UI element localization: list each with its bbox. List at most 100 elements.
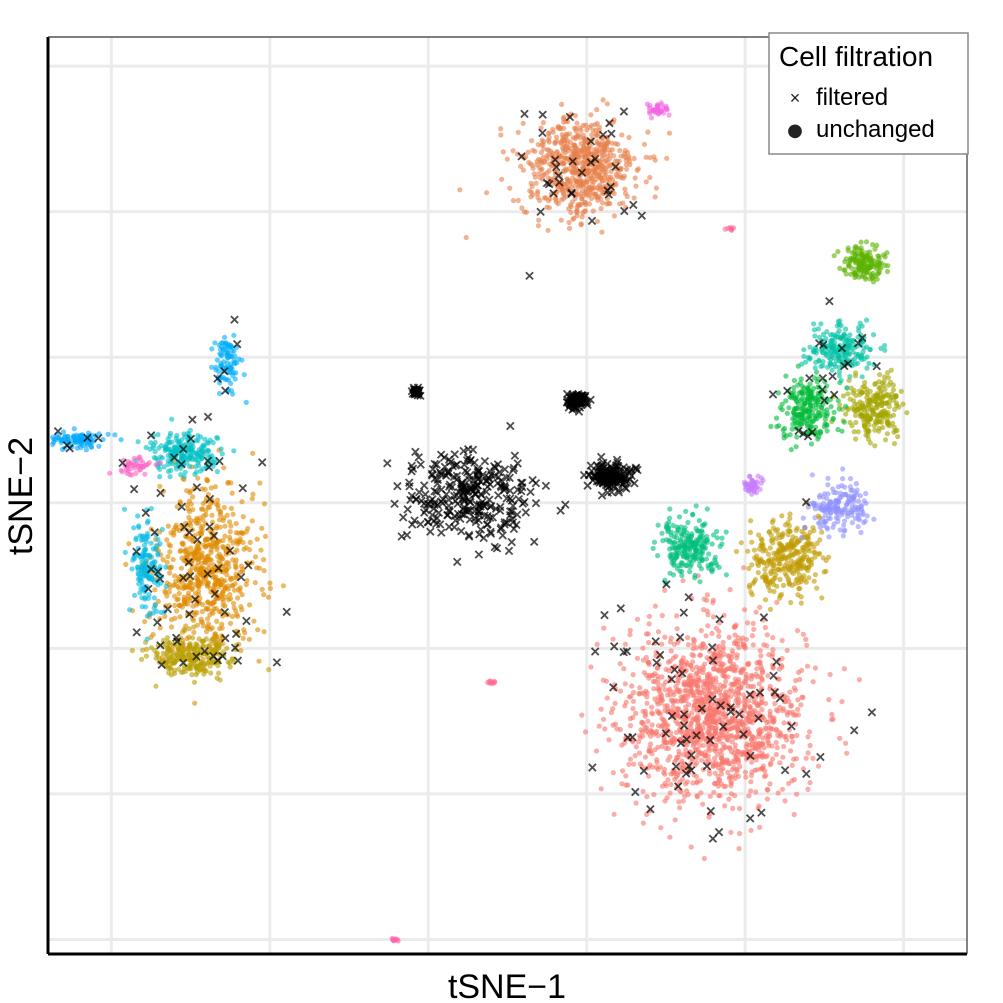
point-unchanged <box>697 692 703 698</box>
point-unchanged <box>259 525 265 531</box>
point-unchanged <box>722 711 729 717</box>
point-unchanged <box>702 698 708 705</box>
point-unchanged <box>222 523 228 529</box>
point-unchanged <box>570 135 576 141</box>
point-unchanged <box>875 262 881 268</box>
point-unchanged <box>267 580 273 586</box>
point-unchanged <box>815 763 822 769</box>
point-unchanged <box>859 507 865 513</box>
point-unchanged <box>231 448 237 454</box>
point-unchanged <box>734 652 740 658</box>
point-unchanged <box>817 519 823 526</box>
point-unchanged <box>847 484 853 490</box>
point-unchanged <box>787 581 793 587</box>
point-unchanged <box>773 528 779 534</box>
point-unchanged <box>754 666 760 672</box>
point-unchanged <box>774 583 780 589</box>
point-unchanged <box>230 370 237 376</box>
point-unchanged <box>199 638 205 645</box>
point-unchanged <box>686 702 692 708</box>
point-unchanged <box>758 753 764 759</box>
point-unchanged <box>870 332 877 338</box>
point-unchanged <box>684 742 690 748</box>
point-unchanged <box>675 721 681 727</box>
point-unchanged <box>655 553 661 559</box>
point-unchanged <box>167 549 173 555</box>
point-unchanged <box>157 474 163 480</box>
point-unchanged <box>758 653 764 659</box>
point-unchanged <box>687 569 693 575</box>
point-unchanged <box>622 641 629 647</box>
point-unchanged <box>789 538 795 544</box>
point-unchanged <box>850 495 856 501</box>
point-unchanged <box>575 154 581 160</box>
point-unchanged <box>217 346 224 352</box>
point-unchanged <box>749 769 755 775</box>
point-unchanged <box>213 596 219 602</box>
point-unchanged <box>783 733 789 740</box>
point-unchanged <box>231 348 237 354</box>
point-unchanged <box>825 482 831 488</box>
point-unchanged <box>771 562 777 569</box>
point-unchanged <box>545 147 551 153</box>
point-unchanged <box>559 185 565 191</box>
point-unchanged <box>748 518 754 524</box>
point-unchanged <box>227 519 233 525</box>
point-unchanged <box>210 562 216 568</box>
point-unchanged <box>583 139 589 145</box>
point-unchanged <box>135 513 141 519</box>
point-unchanged <box>717 658 723 664</box>
point-unchanged <box>591 185 598 191</box>
point-unchanged <box>856 258 863 264</box>
point-unchanged <box>214 497 221 503</box>
point-unchanged <box>606 737 612 743</box>
point-unchanged <box>633 800 639 806</box>
point-unchanged <box>722 693 728 700</box>
point-unchanged <box>130 557 136 563</box>
point-unchanged <box>881 411 887 417</box>
point-unchanged <box>619 132 625 138</box>
point-unchanged <box>665 757 671 763</box>
point-unchanged <box>862 413 868 419</box>
point-unchanged <box>209 625 215 631</box>
point-unchanged <box>166 670 172 676</box>
point-unchanged <box>649 704 655 710</box>
point-unchanged <box>126 541 132 547</box>
point-unchanged <box>218 446 224 452</box>
point-unchanged <box>798 600 804 606</box>
point-unchanged <box>599 229 605 235</box>
point-unchanged <box>562 155 569 161</box>
point-unchanged <box>840 533 846 539</box>
point-unchanged <box>137 533 143 539</box>
point-unchanged <box>123 561 129 568</box>
point-unchanged <box>693 503 699 509</box>
point-unchanged <box>619 781 625 787</box>
point-unchanged <box>842 259 848 265</box>
point-unchanged <box>852 412 859 418</box>
point-unchanged <box>600 97 606 103</box>
point-unchanged <box>644 700 650 706</box>
point-unchanged <box>203 543 209 549</box>
point-unchanged <box>709 541 715 547</box>
point-unchanged <box>874 405 880 411</box>
point-unchanged <box>597 169 604 175</box>
point-unchanged <box>215 506 221 512</box>
point-unchanged <box>227 534 233 541</box>
point-unchanged <box>151 559 157 565</box>
point-unchanged <box>782 565 788 572</box>
point-unchanged <box>718 767 724 773</box>
point-unchanged <box>831 253 837 259</box>
point-unchanged <box>211 583 218 589</box>
point-unchanged <box>612 721 619 727</box>
point-unchanged <box>786 405 792 411</box>
point-unchanged <box>141 542 147 548</box>
point-unchanged <box>856 388 863 394</box>
point-unchanged <box>175 583 181 589</box>
point-unchanged <box>163 642 169 648</box>
point-unchanged <box>898 388 904 394</box>
point-unchanged <box>655 681 661 687</box>
point-unchanged <box>805 750 811 756</box>
point-unchanged <box>858 529 864 536</box>
point-unchanged <box>640 820 647 826</box>
point-unchanged <box>839 699 845 705</box>
